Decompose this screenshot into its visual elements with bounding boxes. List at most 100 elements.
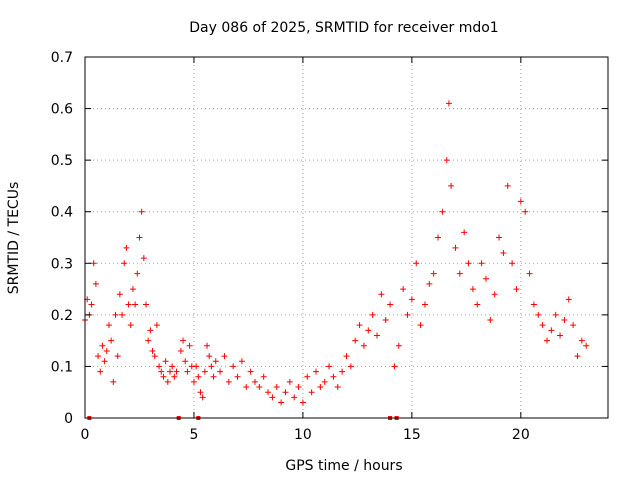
data-point: [92, 280, 99, 287]
data-point: [369, 311, 376, 318]
data-point: [99, 342, 106, 349]
data-point: [522, 208, 529, 215]
data-point: [238, 358, 245, 365]
data-point: [291, 394, 298, 401]
data-point: [273, 384, 280, 391]
data-point: [182, 358, 189, 365]
data-point: [326, 363, 333, 370]
data-point: [360, 342, 367, 349]
data-point: [153, 322, 160, 329]
y-axis-label: SRMTID / TECUs: [6, 182, 22, 295]
data-point: [201, 368, 208, 375]
data-point: [408, 296, 415, 303]
data-point: [136, 234, 143, 241]
y-tick-label: 0.6: [51, 102, 73, 118]
data-point: [543, 337, 550, 344]
data-point: [166, 368, 173, 375]
data-point: [299, 399, 306, 406]
data-point: [140, 255, 147, 262]
data-point: [347, 363, 354, 370]
data-point: [539, 322, 546, 329]
data-point: [439, 208, 446, 215]
data-point: [151, 353, 158, 360]
data-point: [269, 394, 276, 401]
data-point: [343, 353, 350, 360]
data-point: [365, 327, 372, 334]
data-point: [129, 286, 136, 293]
data-point: [116, 291, 123, 298]
data-point: [206, 353, 213, 360]
data-point: [304, 373, 311, 380]
data-point: [552, 311, 559, 318]
data-point: [145, 337, 152, 344]
x-tick-label: 0: [81, 427, 90, 443]
chart-title: Day 086 of 2025, SRMTID for receiver mdo…: [189, 20, 498, 36]
data-point: [143, 301, 150, 308]
data-point: [312, 368, 319, 375]
data-marks-layer: [82, 100, 590, 420]
x-tick-label: 5: [189, 427, 198, 443]
data-point: [452, 244, 459, 251]
data-point: [574, 353, 581, 360]
grid-layer: [85, 57, 608, 418]
data-point: [578, 337, 585, 344]
data-point: [95, 353, 102, 360]
data-point: [561, 317, 568, 324]
data-point: [265, 389, 272, 396]
data-point: [112, 311, 119, 318]
data-point: [557, 332, 564, 339]
data-point: [110, 378, 117, 385]
data-point: [105, 322, 112, 329]
data-point: [125, 301, 132, 308]
data-point: [138, 208, 145, 215]
data-point: [251, 378, 258, 385]
data-point: [177, 347, 184, 354]
data-point: [456, 270, 463, 277]
data-point: [517, 198, 524, 205]
data-point: [282, 389, 289, 396]
data-point: [426, 280, 433, 287]
data-point: [121, 260, 128, 267]
y-tick-label: 0.2: [51, 308, 73, 324]
data-point: [445, 100, 452, 107]
data-point: [210, 373, 217, 380]
data-point: [208, 363, 215, 370]
data-point: [382, 317, 389, 324]
data-point: [548, 327, 555, 334]
data-point: [225, 378, 232, 385]
data-point: [491, 291, 498, 298]
data-point: [461, 229, 468, 236]
data-point: [256, 384, 263, 391]
data-point: [395, 342, 402, 349]
data-point: [247, 368, 254, 375]
data-point: [158, 368, 165, 375]
data-point: [286, 378, 293, 385]
data-point: [186, 342, 193, 349]
data-point: [443, 157, 450, 164]
data-point: [156, 363, 163, 370]
data-point: [212, 358, 219, 365]
data-point: [413, 260, 420, 267]
data-point: [184, 368, 191, 375]
x-tick-label: 20: [512, 427, 530, 443]
data-point: [108, 337, 115, 344]
y-tick-label: 0.4: [51, 205, 73, 221]
data-point: [504, 182, 511, 189]
data-point: [356, 322, 363, 329]
data-point: [321, 378, 328, 385]
tick-labels-layer: 0 0.1 0.2 0.3 0.4 0.5 0.6 0.7 0 5 10 15 20: [51, 50, 530, 443]
data-point: [535, 311, 542, 318]
data-point: [317, 384, 324, 391]
x-tick-label: 15: [403, 427, 421, 443]
data-point: [197, 389, 204, 396]
data-point: [127, 322, 134, 329]
data-point: [352, 337, 359, 344]
data-point: [180, 337, 187, 344]
tick-marks-layer: [84, 56, 608, 419]
data-point: [478, 260, 485, 267]
data-point: [570, 322, 577, 329]
data-point: [132, 301, 139, 308]
data-point: [149, 347, 156, 354]
data-point: [435, 234, 442, 241]
